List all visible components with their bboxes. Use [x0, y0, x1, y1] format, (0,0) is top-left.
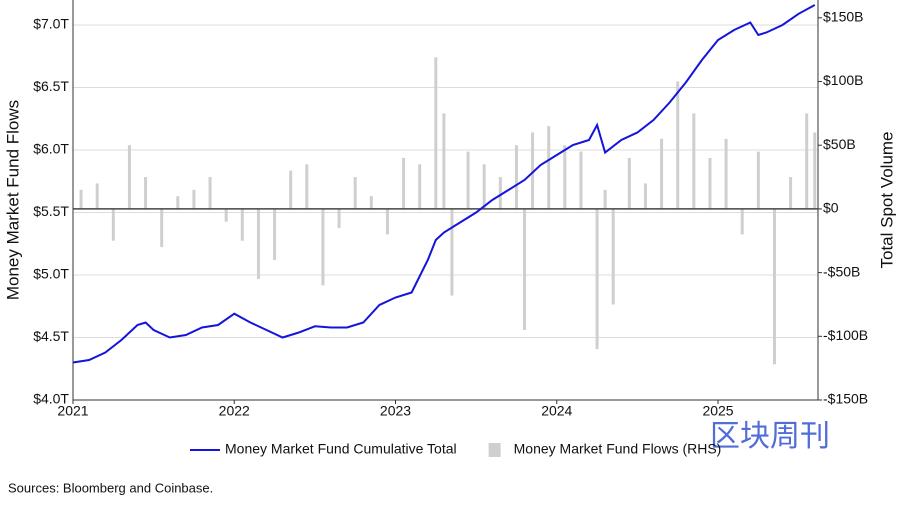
- flow-bar: [385, 208, 389, 235]
- flow-bar: [305, 164, 309, 209]
- y-tick-label: $7.0T: [33, 16, 69, 32]
- flow-bar: [660, 138, 664, 209]
- flow-bar: [603, 189, 607, 209]
- watermark: 区块周刊: [710, 420, 830, 453]
- legend-label: Money Market Fund Flows (RHS): [514, 441, 722, 457]
- flow-bar: [740, 208, 744, 235]
- flow-bar: [724, 138, 728, 209]
- flow-bar: [547, 126, 551, 209]
- flow-bar: [353, 177, 357, 209]
- flow-bar: [256, 208, 260, 279]
- y-tick-label: $4.5T: [33, 328, 69, 344]
- y2-axis-label: Total Spot Volume: [877, 131, 896, 268]
- y2-tick-label: -$100B: [823, 327, 868, 343]
- flow-bar: [466, 151, 470, 209]
- flow-bar: [111, 208, 115, 241]
- cumulative-line: [72, 4, 816, 364]
- flow-bar: [434, 57, 438, 209]
- flow-bar: [563, 145, 567, 209]
- flow-bar: [208, 177, 212, 209]
- x-tick-label: 2021: [57, 403, 88, 419]
- flow-bar: [337, 208, 341, 229]
- y-tick-label: $6.5T: [33, 78, 69, 94]
- legend-swatch: [488, 443, 501, 457]
- flow-bar: [813, 132, 817, 209]
- y2-tick-label: -$150B: [823, 391, 868, 407]
- flow-bar: [192, 189, 196, 209]
- flow-bar: [402, 157, 406, 209]
- flow-bar: [79, 189, 83, 209]
- flow-bar: [531, 132, 535, 209]
- flow-bar: [514, 145, 518, 209]
- flow-bar: [240, 208, 244, 241]
- flow-bar: [450, 208, 454, 296]
- y-tick-label: $5.5T: [33, 203, 69, 219]
- flow-bar: [369, 196, 373, 209]
- flow-bar: [643, 183, 647, 209]
- flow-bar: [273, 208, 277, 260]
- y2-tick-label: $150B: [823, 9, 863, 25]
- flow-bar: [772, 208, 776, 365]
- flow-bar: [160, 208, 164, 248]
- flow-bar: [708, 157, 712, 209]
- y-tick-label: $5.0T: [33, 266, 69, 282]
- x-tick-label: 2025: [702, 403, 733, 419]
- flow-bar: [627, 157, 631, 209]
- flow-bar: [482, 164, 486, 209]
- flow-bar: [611, 208, 615, 305]
- legend-label: Money Market Fund Cumulative Total: [225, 441, 457, 457]
- flow-bar: [756, 151, 760, 209]
- y2-tick-label: -$50B: [823, 263, 860, 279]
- flow-bar: [523, 208, 527, 330]
- flow-bar: [95, 183, 99, 209]
- flow-bar: [224, 208, 228, 222]
- flow-bar: [789, 177, 793, 209]
- flow-bar: [321, 208, 325, 286]
- flow-bar: [176, 196, 180, 209]
- y-axis-label: Money Market Fund Flows: [3, 100, 22, 300]
- y2-tick-label: $50B: [823, 136, 856, 152]
- flow-bar: [805, 113, 809, 209]
- flow-bar: [442, 113, 446, 209]
- flow-bar: [127, 145, 131, 209]
- flow-bar: [595, 208, 599, 350]
- flow-bar: [498, 177, 502, 209]
- x-tick-label: 2023: [380, 403, 411, 419]
- flow-bar: [289, 170, 293, 209]
- source-note: Sources: Bloomberg and Coinbase.: [8, 480, 213, 495]
- flow-bar: [676, 81, 680, 209]
- x-tick-label: 2024: [541, 403, 572, 419]
- x-tick-label: 2022: [219, 403, 250, 419]
- y2-tick-label: $0: [823, 200, 839, 216]
- y-tick-label: $4.0T: [33, 391, 69, 407]
- y2-tick-label: $100B: [823, 72, 863, 88]
- y-tick-label: $6.0T: [33, 141, 69, 157]
- flow-bar: [418, 164, 422, 209]
- flow-bar: [579, 151, 583, 209]
- flow-bar: [144, 177, 148, 209]
- flow-bar: [692, 113, 696, 209]
